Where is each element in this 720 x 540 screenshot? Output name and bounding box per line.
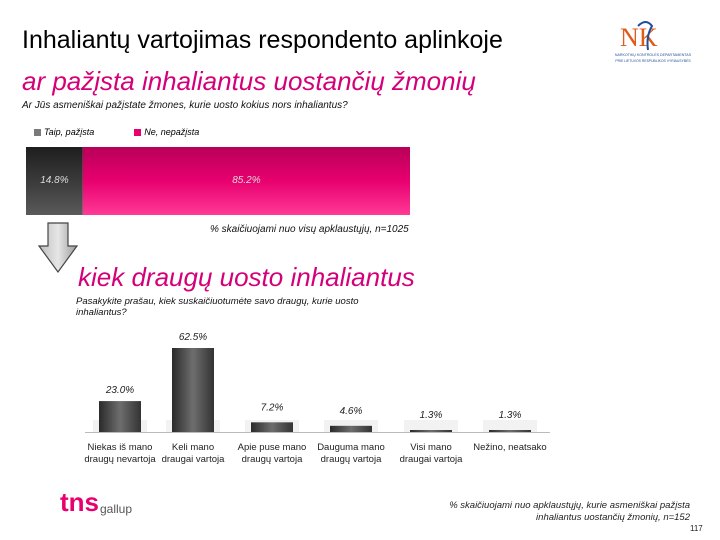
category-label: Dauguma mano — [317, 442, 385, 453]
legend-swatch-yes — [34, 128, 41, 136]
legend-swatch-no — [134, 128, 142, 136]
bar-value-label: 1.3% — [420, 410, 443, 421]
legend-label-yes: Taip, pažįsta — [44, 127, 95, 137]
bar-floor-shadow — [404, 420, 458, 432]
nkd-logo: NK NARKOTIKŲ KONTROLĖS DEPARTAMENTAS PRI… — [615, 21, 692, 63]
bar — [410, 430, 452, 432]
category-label: draugų vartoja — [321, 454, 382, 465]
bar-value-label: 4.6% — [340, 406, 363, 417]
section-heading-1: ar pažįsta inhaliantus uostančių žmonių — [22, 66, 476, 96]
stacked-bar-segment-no — [82, 147, 410, 215]
bar — [489, 430, 531, 432]
category-label: draugai vartoja — [162, 454, 226, 465]
stacked-bar-label-yes: 14.8% — [40, 175, 68, 186]
survey-question-2: Pasakykite prašau, kiek suskaičiuotumėte… — [76, 296, 359, 318]
base-note-1: % skaičiuojami nuo visų apklaustųjų, n=1… — [210, 224, 409, 235]
legend-label-no: Ne, nepažįsta — [144, 127, 200, 137]
slide-title: Inhaliantų vartojimas respondento aplink… — [22, 26, 503, 54]
down-arrow-icon — [38, 222, 78, 274]
category-label: draugų nevartoja — [84, 454, 156, 465]
survey-question-1: Ar Jūs asmeniškai pažįstate žmones, kuri… — [22, 100, 348, 111]
stacked-bar-label-no: 85.2% — [232, 175, 260, 186]
bar-value-label: 7.2% — [261, 402, 284, 413]
bar — [172, 348, 214, 432]
category-label: draugų vartoja — [242, 454, 303, 465]
tns-logo-text: tns — [60, 487, 99, 517]
category-label: Nežino, neatsako — [473, 442, 546, 453]
stacked-bar-legend: Taip, pažįsta Ne, nepažįsta — [34, 127, 199, 137]
legend-item-no: Ne, nepažįsta — [134, 127, 199, 137]
bar — [99, 401, 141, 432]
stacked-bar-segment-yes — [26, 147, 83, 215]
bar-value-label: 23.0% — [105, 385, 134, 396]
category-label: Keli mano — [172, 442, 214, 453]
nkd-logo-swoosh — [637, 21, 654, 51]
bar-floor-shadow — [483, 420, 537, 432]
tns-gallup-logo: tns gallup — [60, 487, 132, 517]
category-label: Visi mano — [410, 442, 452, 453]
section-heading-2: kiek draugų uosto inhaliantus — [78, 262, 415, 292]
legend-item-yes: Taip, pažįsta — [34, 127, 94, 137]
nkd-logo-line1: NARKOTIKŲ KONTROLĖS DEPARTAMENTAS — [615, 52, 692, 57]
nkd-logo-line2: PRIE LIETUVOS RESPUBLIKOS VYRIAUSYBĖS — [615, 58, 691, 63]
bar-value-label: 1.3% — [499, 410, 522, 421]
page-number: 117 — [690, 524, 703, 533]
bar — [251, 422, 293, 432]
bar-value-label: 62.5% — [179, 332, 207, 343]
category-label: draugai vartoja — [400, 454, 464, 465]
category-label: Niekas iš mano — [88, 442, 153, 453]
category-label: Apie puse mano — [238, 442, 307, 453]
bar — [330, 425, 372, 432]
base-note-2: % skaičiuojami nuo apklaustųjų, kurie as… — [449, 500, 690, 523]
gallup-logo-text: gallup — [100, 502, 132, 516]
